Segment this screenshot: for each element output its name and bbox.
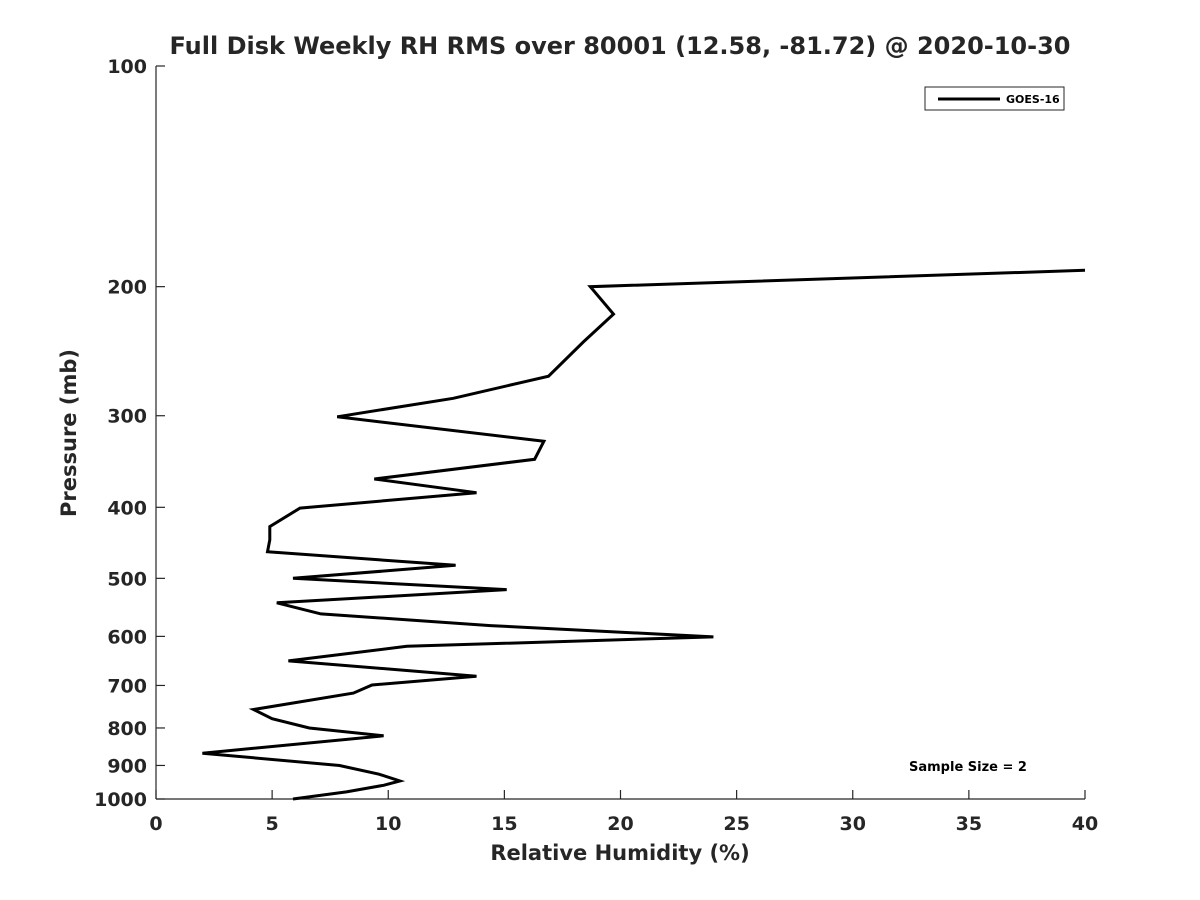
x-ticks: 0 5 10 15 20 25 30 35 40 <box>149 790 1098 835</box>
y-tick-label: 100 <box>107 56 147 78</box>
x-tick-label: 30 <box>840 813 866 835</box>
legend: GOES-16 <box>924 86 1065 111</box>
x-tick-label: 10 <box>375 813 401 835</box>
y-tick-label: 700 <box>107 675 147 697</box>
y-axis-label: Pressure (mb) <box>57 349 81 517</box>
y-tick-label: 900 <box>107 755 147 777</box>
y-tick-label: 800 <box>107 718 147 740</box>
legend-label: GOES-16 <box>1006 93 1060 106</box>
series-lines <box>202 268 1086 801</box>
y-ticks: 100 200 300 400 500 600 700 800 900 1000 <box>94 56 165 811</box>
y-tick-label: 600 <box>107 626 147 648</box>
series-line-goes-16 <box>202 268 1086 801</box>
sample-size-annotation: Sample Size = 2 <box>909 760 1027 775</box>
x-tick-label: 40 <box>1072 813 1098 835</box>
x-axis-label: Relative Humidity (%) <box>490 841 749 865</box>
x-tick-label: 0 <box>149 813 162 835</box>
x-tick-label: 15 <box>491 813 517 835</box>
x-tick-label: 35 <box>956 813 982 835</box>
y-tick-label: 1000 <box>94 789 147 811</box>
y-tick-label: 500 <box>107 568 147 590</box>
x-tick-label: 20 <box>607 813 633 835</box>
x-tick-label: 25 <box>723 813 749 835</box>
y-tick-label: 200 <box>107 277 147 299</box>
chart-title: Full Disk Weekly RH RMS over 80001 (12.5… <box>169 32 1070 60</box>
x-tick-label: 5 <box>266 813 279 835</box>
y-tick-label: 300 <box>107 406 147 428</box>
y-tick-label: 400 <box>107 497 147 519</box>
